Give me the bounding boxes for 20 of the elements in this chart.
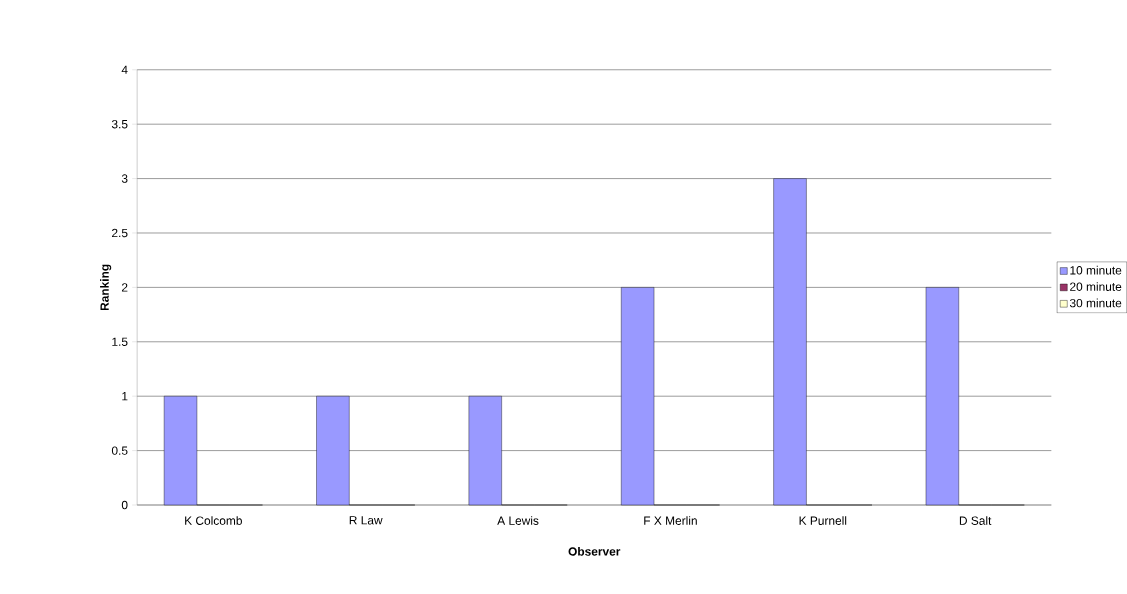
x-tick-label: R Law	[349, 516, 383, 525]
y-tick-label: 1	[122, 392, 128, 401]
y-tick-label: 2.5	[112, 228, 128, 238]
y-tick-label: 2	[121, 283, 128, 292]
x-axis-title: Observer	[568, 546, 621, 556]
x-tick-label: A Lewis	[497, 516, 539, 525]
x-tick-label: F X Merlin	[644, 516, 697, 525]
y-tick-label: 0.5	[111, 446, 128, 455]
y-tick-label: 1.5	[112, 337, 128, 346]
y-tick-label: 4	[121, 65, 128, 74]
y-tick-label: 3	[121, 174, 128, 183]
legend-label: 30 minute	[1069, 298, 1122, 308]
legend-label: 10 minute	[1070, 265, 1122, 275]
x-tick-label: K Colcomb	[185, 516, 242, 525]
y-tick-label: 3.5	[111, 119, 128, 129]
x-tick-label: K Purnell	[799, 516, 847, 525]
x-tick-label: D Salt	[959, 516, 992, 525]
y-axis-title: Ranking	[100, 264, 112, 311]
y-tick-label: 0	[121, 500, 128, 510]
legend-label: 20 minute	[1070, 282, 1122, 291]
